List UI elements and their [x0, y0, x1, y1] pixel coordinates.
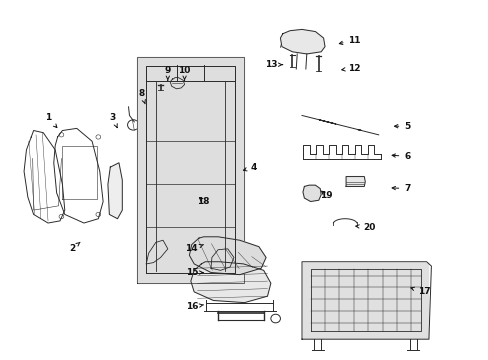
Polygon shape — [303, 262, 427, 338]
Text: 3: 3 — [109, 113, 117, 128]
Text: 16: 16 — [185, 302, 203, 311]
Text: 11: 11 — [339, 36, 360, 45]
Polygon shape — [190, 262, 270, 303]
Text: 18: 18 — [197, 197, 209, 206]
Polygon shape — [280, 30, 325, 54]
Text: 15: 15 — [185, 268, 203, 277]
Text: 1: 1 — [45, 113, 57, 127]
Text: 12: 12 — [341, 64, 360, 73]
Text: 5: 5 — [394, 122, 410, 131]
Polygon shape — [303, 185, 321, 202]
Polygon shape — [189, 237, 265, 275]
Text: 14: 14 — [185, 244, 203, 253]
Text: 9: 9 — [164, 66, 171, 80]
Text: 7: 7 — [391, 184, 410, 193]
Polygon shape — [346, 176, 365, 186]
Text: 4: 4 — [243, 163, 257, 172]
Text: 10: 10 — [178, 66, 190, 80]
Text: 17: 17 — [410, 287, 429, 296]
Polygon shape — [137, 57, 244, 283]
Text: 6: 6 — [391, 152, 410, 161]
Text: 19: 19 — [319, 190, 332, 199]
Polygon shape — [108, 163, 122, 219]
Text: 20: 20 — [355, 223, 374, 232]
Text: 8: 8 — [138, 89, 145, 104]
Text: 2: 2 — [69, 242, 80, 253]
Text: 13: 13 — [264, 60, 282, 69]
